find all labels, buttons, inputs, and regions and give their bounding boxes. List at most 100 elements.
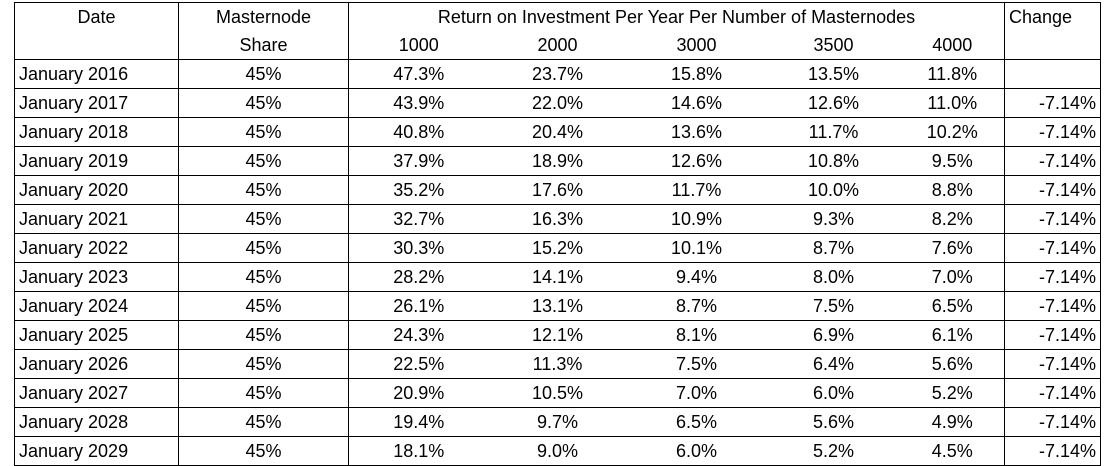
cell-share: 45% xyxy=(178,146,349,176)
cell-roi-1000: 26.1% xyxy=(348,291,489,321)
cell-roi-2000: 13.1% xyxy=(488,291,627,321)
cell-roi-4000: 4.9% xyxy=(900,407,1005,437)
cell-roi-1000: 22.5% xyxy=(348,349,489,379)
cell-change: -7.14% xyxy=(1004,262,1101,292)
cell-date: January 2024 xyxy=(14,291,179,321)
cell-change: -7.14% xyxy=(1004,88,1101,118)
cell-roi-2000: 16.3% xyxy=(488,204,627,234)
cell-roi-1000: 18.1% xyxy=(348,436,489,466)
cell-change: -7.14% xyxy=(1004,233,1101,263)
cell-date: January 2025 xyxy=(14,320,179,350)
cell-roi-3000: 14.6% xyxy=(626,88,767,118)
table-row: January 2017 45% 43.9% 22.0% 14.6% 12.6% 11.0%… xyxy=(14,88,1101,118)
cell-roi-3500: 6.0% xyxy=(766,378,901,408)
cell-change: -7.14% xyxy=(1004,407,1101,437)
table-row: January 2020 45% 35.2% 17.6% 11.7% 10.0% 8.8% -… xyxy=(14,175,1101,205)
cell-date: January 2017 xyxy=(14,88,179,118)
cell-share: 45% xyxy=(178,59,349,89)
header-share-line2: Share xyxy=(178,31,349,60)
cell-date: January 2029 xyxy=(14,436,179,466)
cell-date: January 2016 xyxy=(14,59,179,89)
cell-roi-1000: 24.3% xyxy=(348,320,489,350)
cell-change: -7.14% xyxy=(1004,117,1101,147)
cell-roi-3500: 8.0% xyxy=(766,262,901,292)
cell-roi-3500: 13.5% xyxy=(766,59,901,89)
cell-roi-3000: 8.7% xyxy=(626,291,767,321)
cell-change: -7.14% xyxy=(1004,175,1101,205)
table-row: January 2027 45% 20.9% 10.5% 7.0% 6.0% 5.2% -7.… xyxy=(14,378,1101,408)
cell-roi-4000: 8.2% xyxy=(900,204,1005,234)
header-row-1: Date Masternode Return on Investment Per… xyxy=(14,2,1101,31)
cell-share: 45% xyxy=(178,204,349,234)
header-count-2000: 2000 xyxy=(488,31,627,60)
cell-roi-3500: 6.9% xyxy=(766,320,901,350)
cell-roi-3000: 10.1% xyxy=(626,233,767,263)
table-row: January 2018 45% 40.8% 20.4% 13.6% 11.7% 10.2%… xyxy=(14,117,1101,147)
cell-share: 45% xyxy=(178,117,349,147)
cell-roi-4000: 5.2% xyxy=(900,378,1005,408)
cell-date: January 2026 xyxy=(14,349,179,379)
cell-share: 45% xyxy=(178,88,349,118)
cell-roi-3000: 13.6% xyxy=(626,117,767,147)
cell-roi-3000: 11.7% xyxy=(626,175,767,205)
cell-roi-3500: 7.5% xyxy=(766,291,901,321)
cell-change: -7.14% xyxy=(1004,320,1101,350)
header-date-blank xyxy=(14,31,179,60)
cell-roi-2000: 12.1% xyxy=(488,320,627,350)
cell-roi-1000: 28.2% xyxy=(348,262,489,292)
cell-share: 45% xyxy=(178,262,349,292)
table-row: January 2028 45% 19.4% 9.7% 6.5% 5.6% 4.9% -7.1… xyxy=(14,407,1101,437)
cell-roi-3000: 10.9% xyxy=(626,204,767,234)
header-date: Date xyxy=(14,2,179,31)
cell-date: January 2027 xyxy=(14,378,179,408)
cell-share: 45% xyxy=(178,233,349,263)
cell-roi-1000: 32.7% xyxy=(348,204,489,234)
header-row-2: Share 1000 2000 3000 3500 4000 xyxy=(14,31,1101,60)
table-row: January 2023 45% 28.2% 14.1% 9.4% 8.0% 7.0% -7.… xyxy=(14,262,1101,292)
cell-date: January 2022 xyxy=(14,233,179,263)
cell-roi-1000: 35.2% xyxy=(348,175,489,205)
cell-roi-3500: 8.7% xyxy=(766,233,901,263)
cell-share: 45% xyxy=(178,320,349,350)
cell-roi-2000: 20.4% xyxy=(488,117,627,147)
table-row: January 2021 45% 32.7% 16.3% 10.9% 9.3% 8.2% -7… xyxy=(14,204,1101,234)
cell-roi-4000: 4.5% xyxy=(900,436,1005,466)
cell-roi-1000: 20.9% xyxy=(348,378,489,408)
cell-roi-3500: 6.4% xyxy=(766,349,901,379)
cell-change: -7.14% xyxy=(1004,349,1101,379)
cell-roi-4000: 6.5% xyxy=(900,291,1005,321)
cell-roi-3000: 9.4% xyxy=(626,262,767,292)
cell-roi-3500: 12.6% xyxy=(766,88,901,118)
cell-change: -7.14% xyxy=(1004,378,1101,408)
cell-date: January 2023 xyxy=(14,262,179,292)
roi-table: Date Masternode Return on Investment Per… xyxy=(14,2,1101,466)
cell-roi-4000: 11.0% xyxy=(900,88,1005,118)
cell-share: 45% xyxy=(178,407,349,437)
cell-roi-3500: 11.7% xyxy=(766,117,901,147)
table-row: January 2022 45% 30.3% 15.2% 10.1% 8.7% 7.6% -7… xyxy=(14,233,1101,263)
cell-date: January 2019 xyxy=(14,146,179,176)
cell-roi-3000: 12.6% xyxy=(626,146,767,176)
header-count-4000: 4000 xyxy=(900,31,1005,60)
cell-roi-2000: 18.9% xyxy=(488,146,627,176)
cell-change xyxy=(1004,59,1101,89)
cell-share: 45% xyxy=(178,378,349,408)
cell-change: -7.14% xyxy=(1004,146,1101,176)
cell-roi-3500: 10.8% xyxy=(766,146,901,176)
cell-roi-1000: 43.9% xyxy=(348,88,489,118)
cell-roi-2000: 9.7% xyxy=(488,407,627,437)
table-row: January 2026 45% 22.5% 11.3% 7.5% 6.4% 5.6% -7.… xyxy=(14,349,1101,379)
table-row: January 2016 45% 47.3% 23.7% 15.8% 13.5% 11.8% xyxy=(14,59,1101,89)
cell-roi-2000: 23.7% xyxy=(488,59,627,89)
table-row: January 2024 45% 26.1% 13.1% 8.7% 7.5% 6.5% -7.… xyxy=(14,291,1101,321)
cell-share: 45% xyxy=(178,349,349,379)
cell-roi-3000: 6.0% xyxy=(626,436,767,466)
cell-roi-3500: 5.6% xyxy=(766,407,901,437)
cell-roi-2000: 10.5% xyxy=(488,378,627,408)
cell-roi-4000: 5.6% xyxy=(900,349,1005,379)
cell-roi-1000: 37.9% xyxy=(348,146,489,176)
header-count-1000: 1000 xyxy=(348,31,489,60)
cell-share: 45% xyxy=(178,436,349,466)
cell-roi-1000: 47.3% xyxy=(348,59,489,89)
cell-roi-4000: 9.5% xyxy=(900,146,1005,176)
